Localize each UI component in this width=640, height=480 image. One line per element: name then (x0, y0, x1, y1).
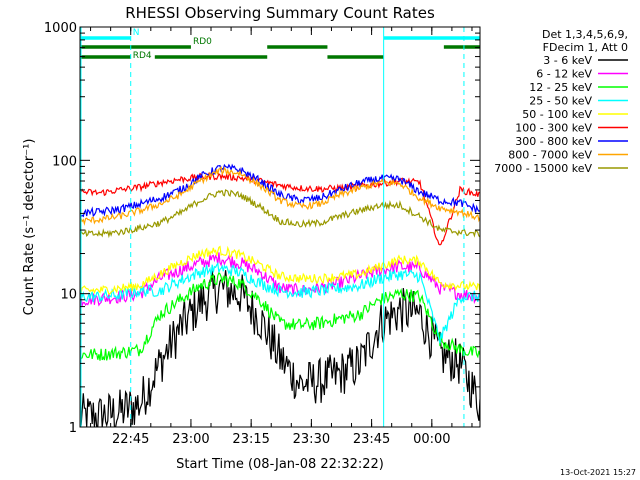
y-tick-label: 1000 (44, 21, 77, 36)
x-tick-label: 23:15 (232, 432, 269, 447)
legend-label: 3 - 6 keV (543, 54, 592, 67)
series-line-0 (80, 270, 480, 427)
series-lines (80, 163, 480, 427)
flag-label: RD0 (193, 37, 212, 47)
plot-frame (79, 26, 481, 428)
x-tick-label: 23:00 (172, 432, 209, 447)
legend-label: 12 - 25 keV (529, 81, 592, 94)
flag-label: RD4 (133, 51, 152, 61)
y-tick-label: 100 (52, 154, 77, 169)
series-line-4 (80, 245, 480, 295)
flag-bars: N RD0 RD4 (80, 28, 480, 61)
legend-header: Det 1,3,4,5,6,9, (542, 28, 628, 41)
x-tick-label: 00:00 (413, 432, 450, 447)
flag-label: N (133, 28, 140, 38)
series-line-6 (80, 163, 480, 218)
y-tick-label: 10 (60, 288, 77, 303)
series-line-8 (80, 189, 480, 239)
series-line-2 (80, 271, 480, 361)
boundary-lines (80, 27, 465, 427)
axes: 22:45 23:00 23:15 23:30 23:45 00:00 1 10 100 1000 (44, 21, 480, 447)
legend-label: 6 - 12 keV (536, 68, 592, 81)
y-tick-label: 1 (69, 421, 77, 436)
legend-label: 7000 - 15000 keV (494, 162, 592, 175)
legend-label: 50 - 100 keV (522, 108, 592, 121)
y-axis-label: Count Rate (s⁻¹ detector⁻¹) (22, 139, 37, 316)
legend-label: 300 - 800 keV (515, 135, 592, 148)
legend-label: 100 - 300 keV (515, 122, 592, 135)
series-line-3 (80, 261, 480, 344)
footer-date: 13-Oct-2021 15:27 (560, 468, 636, 477)
chart-title: RHESSI Observing Summary Count Rates (125, 4, 435, 22)
series-line-5 (80, 171, 480, 246)
series-line-7 (80, 165, 480, 226)
legend-header: FDecim 1, Att 0 (543, 41, 628, 54)
legend-label: 800 - 7000 keV (508, 149, 592, 162)
x-tick-label: 23:45 (353, 432, 390, 447)
x-axis-label: Start Time (08-Jan-08 22:32:22) (176, 457, 384, 472)
legend-label: 25 - 50 keV (529, 95, 592, 108)
x-tick-label: 22:45 (112, 432, 149, 447)
legend: Det 1,3,4,5,6,9,FDecim 1, Att 03 - 6 keV… (494, 28, 628, 175)
x-tick-label: 23:30 (293, 432, 330, 447)
series-line-1 (80, 252, 480, 308)
